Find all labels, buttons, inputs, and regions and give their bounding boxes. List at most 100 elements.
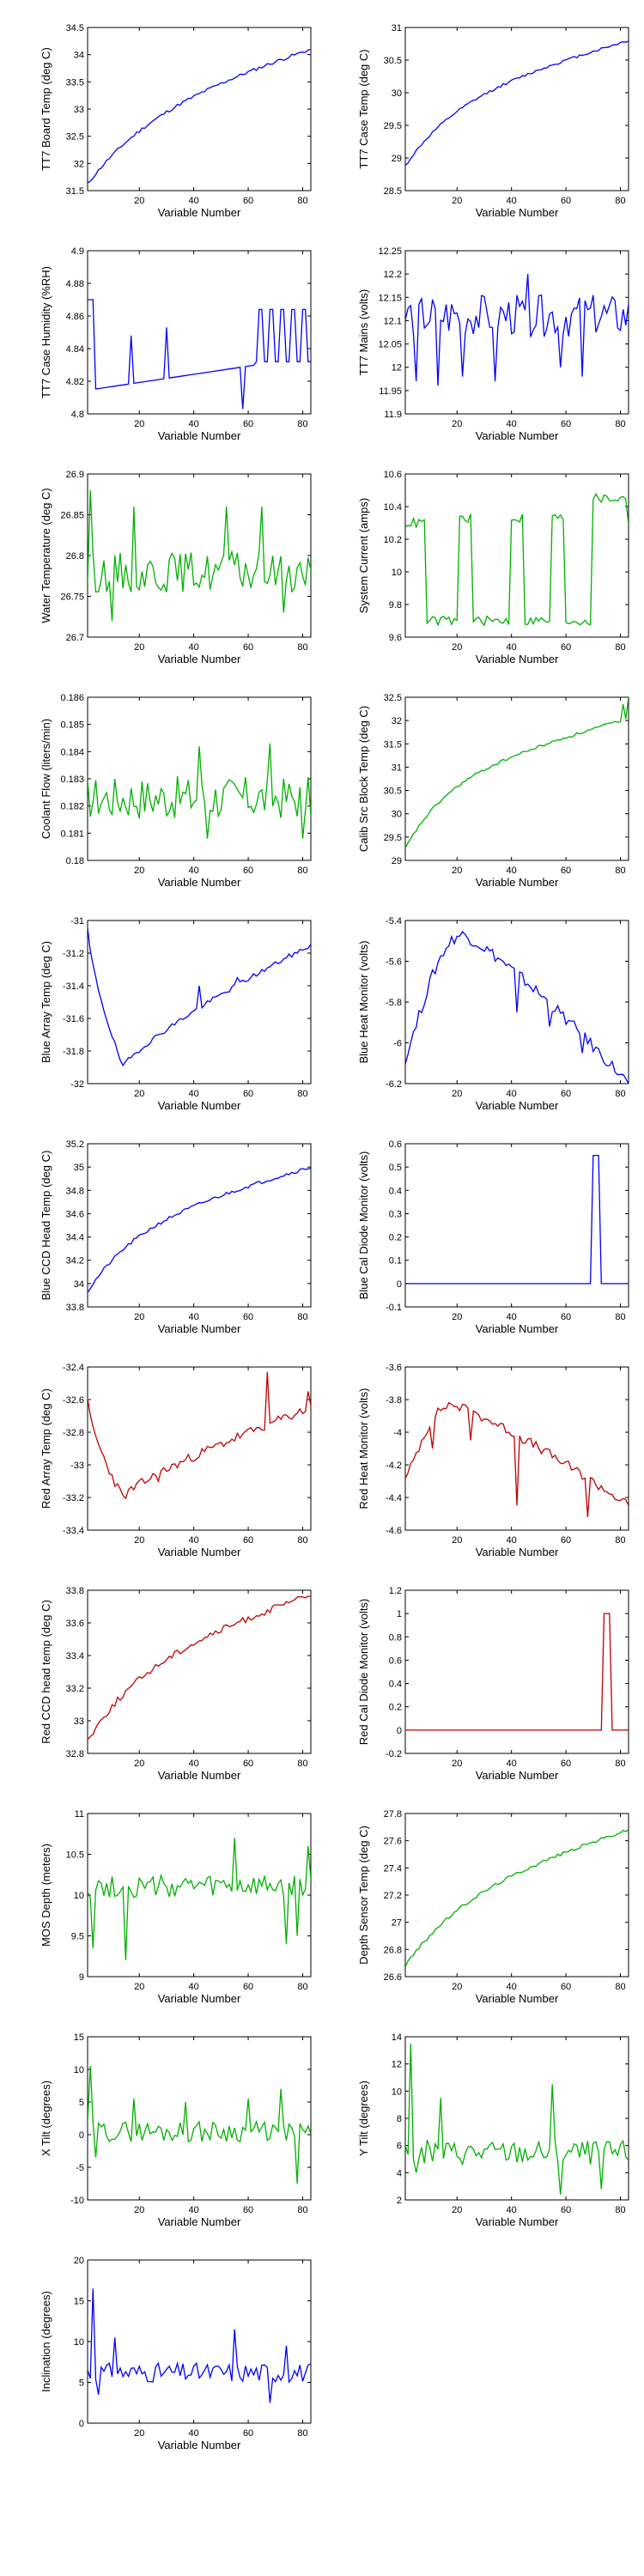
x-tick-label: 60 bbox=[243, 1089, 253, 1099]
chart-panel: -0.1 0 0.1 0.2 0.3 0.4 0.5 0.6 20 40 60 80 Variable … bbox=[326, 1132, 635, 1346]
x-tick-label: 80 bbox=[297, 1089, 307, 1099]
plot-frame bbox=[404, 473, 629, 638]
chart-panel: -32 -31.8 -31.6 -31.4 -31.2 -31 20 40 60 80 Variab… bbox=[9, 908, 318, 1123]
y-tick-label: 33.6 bbox=[66, 1619, 84, 1629]
chart-svg: 33.8 34 34.2 34.4 34.6 34.8 35 35.2 20 40 60 80 Vari… bbox=[39, 1139, 312, 1335]
y-tick-label: 12.05 bbox=[378, 340, 402, 350]
y-tick-label: 30.5 bbox=[384, 787, 402, 797]
plot-frame bbox=[87, 2036, 312, 2201]
y-tick-label: 4 bbox=[397, 2168, 402, 2178]
x-axis-label: Variable Number bbox=[158, 206, 241, 219]
x-tick-label: 20 bbox=[134, 1759, 144, 1769]
y-tick-label: -31.6 bbox=[63, 1014, 84, 1024]
plot-frame bbox=[404, 27, 629, 191]
y-tick-label: 32.5 bbox=[66, 132, 84, 143]
series-line bbox=[88, 927, 311, 1066]
x-tick-label: 80 bbox=[615, 1089, 625, 1099]
y-tick-label: 10 bbox=[392, 2087, 402, 2097]
y-tick-label: 27.4 bbox=[384, 1863, 402, 1874]
y-tick-label: 0.184 bbox=[60, 747, 84, 757]
x-tick-label: 60 bbox=[561, 196, 571, 206]
x-tick-label: 40 bbox=[189, 419, 199, 429]
y-tick-label: 14 bbox=[392, 2032, 402, 2043]
x-tick-label: 40 bbox=[189, 2205, 199, 2215]
y-tick-label: 10.4 bbox=[384, 502, 402, 513]
y-tick-label: 31.5 bbox=[384, 739, 402, 750]
x-tick-label: 80 bbox=[297, 642, 307, 653]
y-tick-label: 0 bbox=[397, 1279, 402, 1290]
series-line bbox=[88, 1371, 311, 1500]
y-tick-label: 33.5 bbox=[66, 77, 84, 88]
y-tick-label: 26.8 bbox=[384, 1945, 402, 1955]
plot-frame bbox=[87, 1366, 312, 1531]
x-tick-label: 80 bbox=[615, 1759, 625, 1769]
x-tick-label: 80 bbox=[615, 866, 625, 876]
x-tick-label: 80 bbox=[615, 642, 625, 653]
y-axis-label: Blue Cal Diode Monitor (volts) bbox=[357, 1151, 370, 1300]
x-tick-label: 40 bbox=[189, 1089, 199, 1099]
y-tick-label: 12 bbox=[392, 363, 402, 374]
y-tick-label: -0.1 bbox=[386, 1303, 402, 1313]
x-tick-label: 80 bbox=[297, 1312, 307, 1322]
series-line bbox=[88, 1838, 311, 1961]
x-axis-label: Variable Number bbox=[158, 1322, 241, 1335]
y-axis-label: MOS Depth (meters) bbox=[39, 1844, 52, 1947]
plot-frame bbox=[404, 250, 629, 415]
x-axis-label: Variable Number bbox=[158, 1992, 241, 2005]
chart-svg: 31.5 32 32.5 33 33.5 34 34.5 20 40 60 80 Variable N… bbox=[39, 23, 312, 219]
x-tick-label: 20 bbox=[452, 866, 462, 876]
y-tick-label: 34.2 bbox=[66, 1256, 84, 1267]
y-tick-label: 34.5 bbox=[66, 23, 84, 33]
x-tick-label: 20 bbox=[134, 196, 144, 206]
y-tick-label: 27.8 bbox=[384, 1809, 402, 1820]
x-axis-label: Variable Number bbox=[158, 653, 241, 665]
y-tick-label: 11.95 bbox=[379, 386, 402, 397]
series-line bbox=[405, 1401, 629, 1517]
plot-frame bbox=[404, 1813, 629, 1978]
x-axis-label: Variable Number bbox=[476, 653, 559, 665]
x-tick-label: 80 bbox=[297, 1982, 307, 1992]
x-tick-label: 40 bbox=[189, 866, 199, 876]
chart-panel: -10 -5 0 5 10 15 20 40 60 80 Variable Number X Tilt… bbox=[9, 2025, 318, 2239]
x-tick-label: 80 bbox=[297, 2205, 307, 2215]
y-tick-label: 0.181 bbox=[60, 829, 84, 839]
y-tick-label: 0 bbox=[397, 1726, 402, 1736]
y-axis-label: Red Array Temp (deg C) bbox=[39, 1388, 52, 1509]
x-tick-label: 40 bbox=[189, 1535, 199, 1546]
y-tick-label: -33.4 bbox=[63, 1526, 84, 1536]
chart-panel: 0.18 0.181 0.182 0.183 0.184 0.185 0.186 20 40 60… bbox=[9, 685, 318, 900]
y-tick-label: 32.5 bbox=[384, 693, 402, 703]
x-axis-label: Variable Number bbox=[476, 429, 559, 442]
y-tick-label: 10 bbox=[74, 1891, 84, 1901]
y-tick-label: 1 bbox=[397, 1609, 402, 1619]
y-tick-label: 10 bbox=[392, 568, 402, 578]
chart-panel: 32.8 33 33.2 33.4 33.6 33.8 20 40 60 80 Variable N… bbox=[9, 1578, 318, 1793]
x-tick-label: 40 bbox=[507, 419, 517, 429]
x-axis-label: Variable Number bbox=[476, 2215, 559, 2228]
x-axis-label: Variable Number bbox=[158, 2215, 241, 2228]
y-tick-label: 33.8 bbox=[66, 1303, 84, 1313]
x-tick-label: 80 bbox=[615, 419, 625, 429]
y-tick-label: 4.88 bbox=[66, 279, 84, 289]
x-tick-label: 80 bbox=[297, 2428, 307, 2439]
y-tick-label: 31 bbox=[392, 23, 402, 33]
y-tick-label: 34.4 bbox=[66, 1233, 84, 1243]
x-tick-label: 20 bbox=[134, 1982, 144, 1992]
chart-svg: 26.7 26.75 26.8 26.85 26.9 20 40 60 80 Variable N… bbox=[39, 470, 312, 665]
y-tick-label: 4.84 bbox=[66, 344, 84, 355]
y-tick-label: 29 bbox=[392, 856, 402, 866]
y-axis-label: TT7 Mains (volts) bbox=[357, 289, 370, 375]
x-axis-label: Variable Number bbox=[158, 1546, 241, 1558]
chart-svg: -32 -31.8 -31.6 -31.4 -31.2 -31 20 40 60 80 Variab… bbox=[39, 916, 312, 1112]
y-tick-label: 4.8 bbox=[71, 410, 84, 420]
x-tick-label: 60 bbox=[243, 196, 253, 206]
x-tick-label: 20 bbox=[452, 1312, 462, 1322]
x-tick-label: 80 bbox=[615, 1535, 625, 1546]
x-axis-label: Variable Number bbox=[158, 2439, 241, 2451]
plot-frame bbox=[404, 1143, 629, 1308]
y-tick-label: -31.2 bbox=[63, 949, 84, 959]
y-tick-label: 26.9 bbox=[66, 470, 84, 480]
y-tick-label: 11.9 bbox=[384, 410, 402, 420]
y-tick-label: 33.2 bbox=[66, 1684, 84, 1694]
y-tick-label: 33 bbox=[74, 105, 84, 115]
